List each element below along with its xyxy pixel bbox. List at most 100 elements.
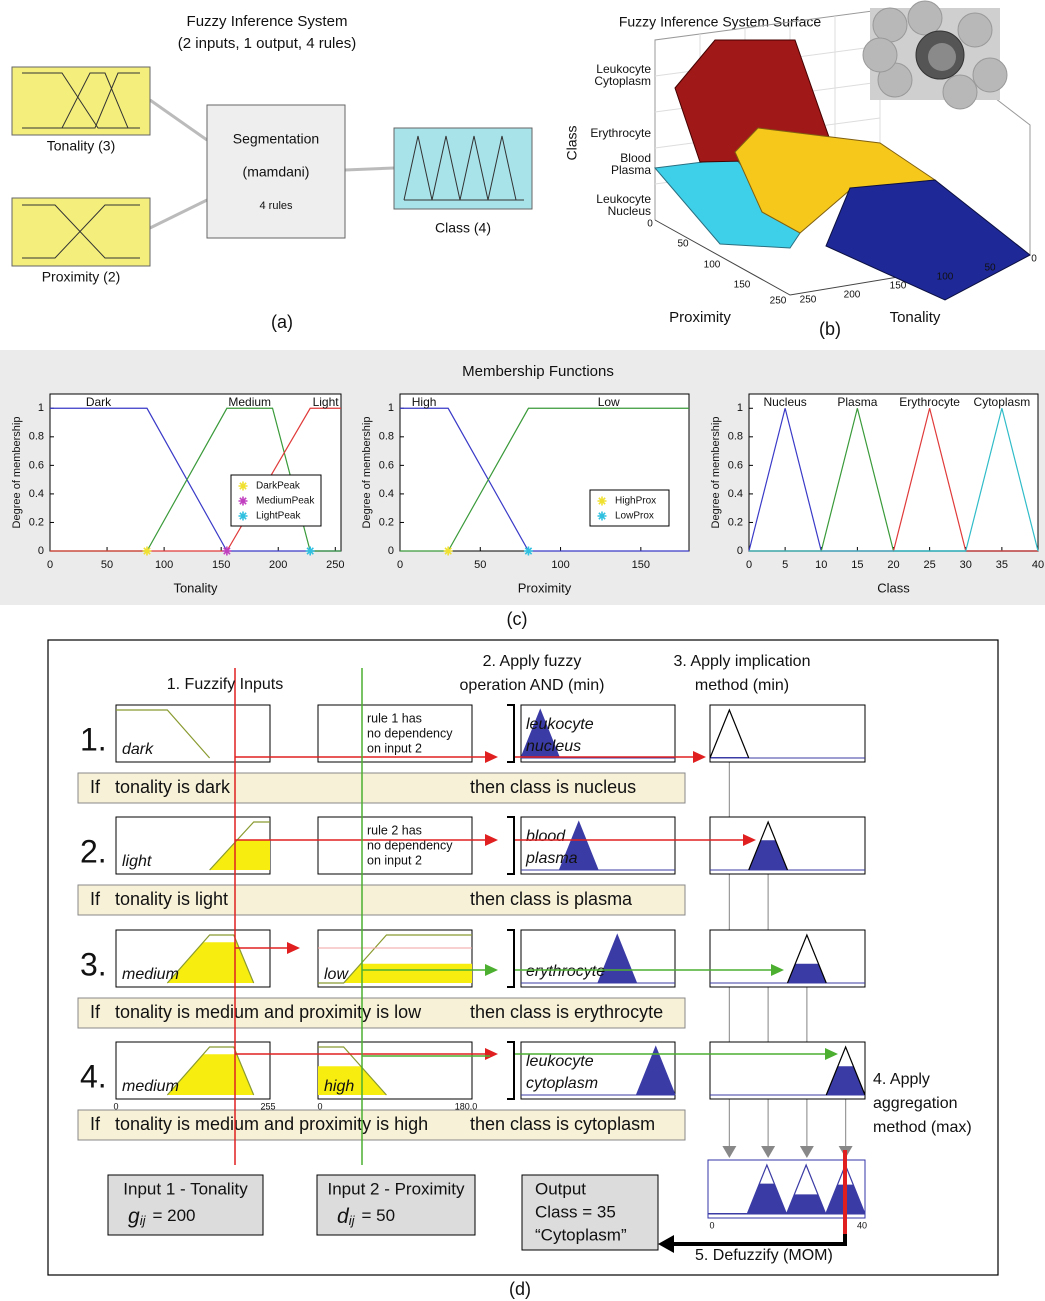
rule-antecedent: tonality is light [115,889,228,909]
step-label: method (min) [695,677,789,694]
x-tick-label: 50 [101,559,113,571]
rule-if: If [90,1002,101,1022]
step-label: 5. Defuzzify (MOM) [695,1247,833,1264]
rule-number: 3. [80,946,107,982]
mini-plot [115,704,271,763]
legend-marker [597,511,607,521]
rule-if: If [90,777,101,797]
y-tick-label: 0 [1031,254,1037,265]
input2-note: rule 2 has [367,823,422,837]
photo-cell [972,57,1008,93]
x-tick-label: 5 [782,559,788,571]
mf-label: Plasma [837,395,877,409]
rule-number: 1. [80,721,107,757]
step-label: 2. Apply fuzzy [483,653,582,670]
peak-marker [523,546,533,556]
rule-antecedent: tonality is dark [115,777,231,797]
mf-label: Light [313,395,340,409]
x-tick-label: 0 [397,559,403,571]
mf-icon [22,204,140,259]
legend-label: MediumPeak [256,496,315,507]
mini-plot [520,816,676,875]
x-tick-label: 0 [746,559,752,571]
y-tick-label: 0 [737,545,743,557]
y-tick-label: 0.2 [379,516,394,528]
mf-outline [785,1163,827,1215]
mf-icon [22,72,140,129]
mf-line [749,408,1039,552]
fis-title: (2 inputs, 1 output, 4 rules) [178,35,356,52]
y-axis-label: Degree of membership [361,417,373,529]
y-tick-label: 0.6 [29,459,44,471]
rule-antecedent: tonality is medium and proximity is high [115,1114,428,1134]
step-label: 3. Apply implication [674,653,811,670]
arrow-head [658,1235,674,1253]
output-text: Class = 35 [535,1202,616,1221]
legend-label: LowProx [615,511,654,522]
connector [344,166,395,172]
input2-note: on input 2 [367,741,422,755]
rule-consequent: then class is erythrocyte [470,1002,663,1022]
mf-fill [787,963,827,983]
y-axis-label: Degree of membership [710,417,722,529]
legend-label: DarkPeak [256,481,301,492]
x-tick-label: 30 [960,559,972,571]
input2-term: low [324,966,349,983]
arrow-head [485,964,498,976]
mf-outline [709,708,750,759]
x-tick-label: 100 [704,260,721,271]
x-tick-label: 50 [677,239,689,250]
rule-if: If [90,889,101,909]
mf-label: Cytoplasm [974,395,1031,409]
y-tick-label: 1 [737,402,743,414]
y-tick-label: 0.4 [29,488,44,500]
rule-consequent: then class is cytoplasm [470,1114,655,1134]
photo-cell [957,12,993,48]
mf-fill [318,1066,387,1095]
mf-outline [748,820,789,871]
output-label: Class (4) [435,220,491,236]
x-tick-label: 100 [551,559,569,571]
z-tick-label: Nucleus [608,204,651,218]
z-tick-label: Leukocyte [596,192,651,206]
guide-head [799,1146,814,1158]
mf-fill [167,1054,254,1095]
arrow-head [693,751,706,763]
step-label: 1. Fuzzify Inputs [167,676,284,693]
x-tick-label: 0 [47,559,53,571]
mf-outline [209,821,270,871]
step-label: operation AND (min) [460,677,605,694]
legend-label: LightPeak [256,511,301,522]
photo-cell [872,7,908,43]
input1-term: light [122,853,152,870]
variable: d [337,1205,350,1228]
bracket [507,1041,515,1100]
input1-term: dark [122,741,154,758]
axis-label: 180.0 [455,1101,478,1111]
input-value: gij = 200 [128,1205,195,1229]
subscript: ij [349,1213,356,1228]
peak-marker [305,546,315,556]
rule-antecedent: tonality is medium and proximity is low [115,1002,422,1022]
chart-title: Membership Functions [462,363,614,380]
z-tick-label: Leukocyte [596,62,651,76]
subscript: ij [140,1213,147,1228]
caption: (a) [271,312,293,332]
input2-note: on input 2 [367,853,422,867]
mf-fill [318,963,472,983]
mf-fill [598,935,637,983]
arrow-head [771,964,784,976]
mf-outline [166,1046,255,1096]
mf-label: Medium [228,395,271,409]
mf-fill [708,1213,748,1214]
x-tick-label: 200 [269,559,287,571]
mf-label: Dark [86,395,112,409]
mf-outline [825,1045,866,1096]
mini-plot [709,704,866,763]
x-axis-label: Tonality [173,580,218,595]
surface-navy [825,179,1031,301]
x-axis-label: Class [877,580,910,595]
surface-title: Fuzzy Inference System Surface [619,14,822,30]
rule-row [77,772,686,804]
